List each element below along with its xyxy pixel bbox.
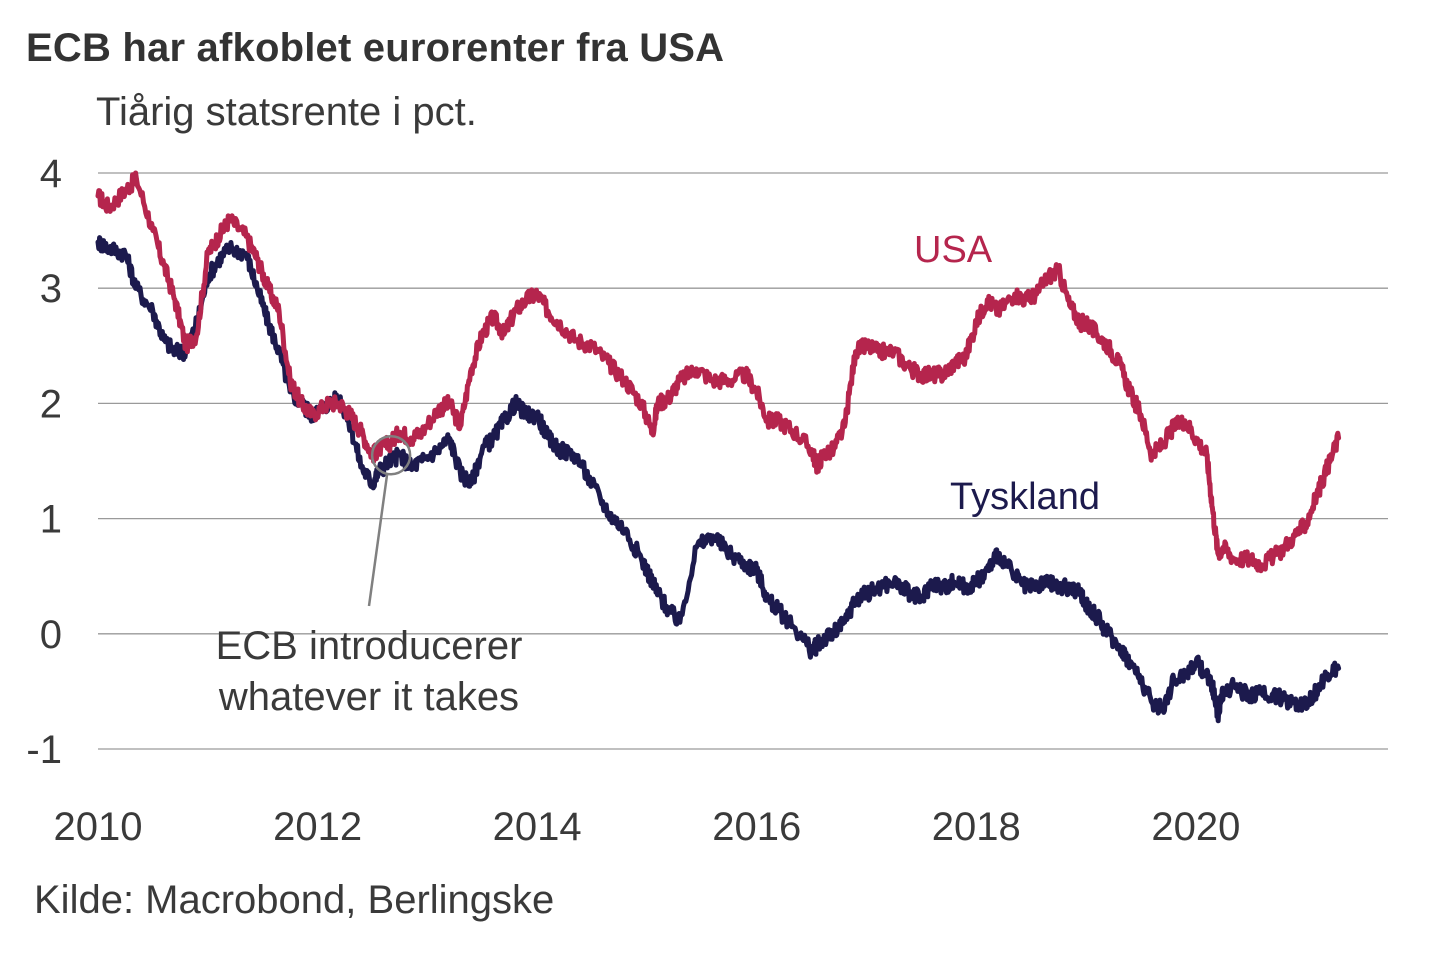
x-axis-ticks: 2010 2012 2014 2016 2018 2020	[54, 805, 1241, 849]
series-line-usa	[95, 170, 1342, 574]
y-tick-label: -1	[26, 728, 62, 772]
series-label-tyskland: Tyskland	[950, 476, 1100, 518]
y-tick-label: 2	[40, 382, 62, 426]
y-tick-label: 1	[40, 498, 62, 542]
x-tick-label: 2010	[54, 805, 143, 849]
y-tick-label: 4	[40, 152, 62, 196]
series-label-usa: USA	[914, 229, 993, 271]
x-tick-label: 2012	[273, 805, 362, 849]
x-tick-label: 2020	[1151, 805, 1240, 849]
annotation-text-line2: whatever it takes	[218, 675, 519, 719]
annotation: ECB introducerer whatever it takes	[216, 434, 523, 719]
y-tick-label: 3	[40, 267, 62, 311]
gridlines	[98, 172, 1388, 750]
x-tick-label: 2014	[493, 805, 582, 849]
chart-subtitle: Tiårig statsrente i pct.	[96, 90, 477, 134]
series-lines	[95, 170, 1342, 724]
y-tick-label: 0	[40, 613, 62, 657]
y-axis-ticks: -1 0 1 2 3 4	[26, 152, 62, 772]
x-tick-label: 2016	[712, 805, 801, 849]
source-note: Kilde: Macrobond, Berlingske	[34, 878, 555, 922]
annotation-text-line1: ECB introducerer	[216, 624, 523, 668]
annotation-pointer	[367, 474, 389, 607]
x-tick-label: 2018	[932, 805, 1021, 849]
annotation-circle	[370, 434, 412, 476]
chart-title: ECB har afkoblet eurorenter fra USA	[26, 26, 725, 70]
series-labels: USA Tyskland	[914, 229, 1100, 518]
